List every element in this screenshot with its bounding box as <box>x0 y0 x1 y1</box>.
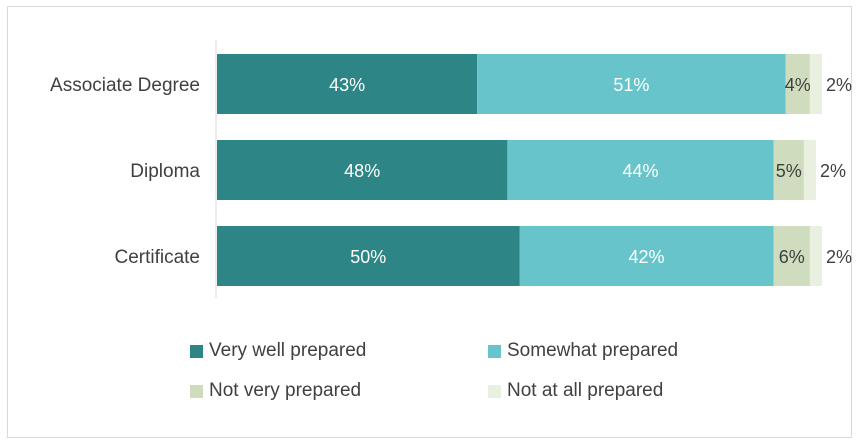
data-label-certificate-very-well-prepared: 50% <box>350 247 386 267</box>
bars-group: 43% 51% 4% 2% 48% 44% 5% 2% 50% 42% 6% 2% <box>217 54 852 286</box>
data-label-diploma-not-very-prepared: 5% <box>776 161 802 181</box>
data-label-diploma-somewhat-prepared: 44% <box>622 161 658 181</box>
bar-certificate-not-at-all-prepared <box>809 226 822 286</box>
data-label-associate-degree-not-at-all-prepared: 2% <box>826 75 852 95</box>
bar-associate-degree-somewhat-prepared <box>477 54 786 114</box>
bar-certificate-very-well-prepared <box>217 226 520 286</box>
bar-associate-degree-not-at-all-prepared <box>809 54 822 114</box>
bar-diploma-very-well-prepared <box>217 140 508 200</box>
bar-diploma-somewhat-prepared <box>507 140 774 200</box>
data-label-certificate-not-at-all-prepared: 2% <box>826 247 852 267</box>
bar-certificate-somewhat-prepared <box>519 226 774 286</box>
category-labels-group: Associate Degree Diploma Certificate <box>50 75 200 268</box>
data-label-certificate-somewhat-prepared: 42% <box>628 247 664 267</box>
bar-diploma-not-at-all-prepared <box>803 140 816 200</box>
category-label-associate-degree: Associate Degree <box>50 75 200 96</box>
bar-certificate-not-very-prepared <box>773 226 810 286</box>
data-label-associate-degree-not-very-prepared: 4% <box>785 75 811 95</box>
bar-associate-degree-very-well-prepared <box>217 54 478 114</box>
data-label-associate-degree-very-well-prepared: 43% <box>329 75 365 95</box>
bar-associate-degree-not-very-prepared <box>785 54 810 114</box>
category-label-diploma: Diploma <box>130 161 200 182</box>
data-label-associate-degree-somewhat-prepared: 51% <box>613 75 649 95</box>
bar-diploma-not-very-prepared <box>773 140 804 200</box>
data-label-diploma-very-well-prepared: 48% <box>344 161 380 181</box>
data-label-certificate-not-very-prepared: 6% <box>779 247 805 267</box>
category-label-certificate: Certificate <box>114 247 200 268</box>
data-label-diploma-not-at-all-prepared: 2% <box>820 161 846 181</box>
